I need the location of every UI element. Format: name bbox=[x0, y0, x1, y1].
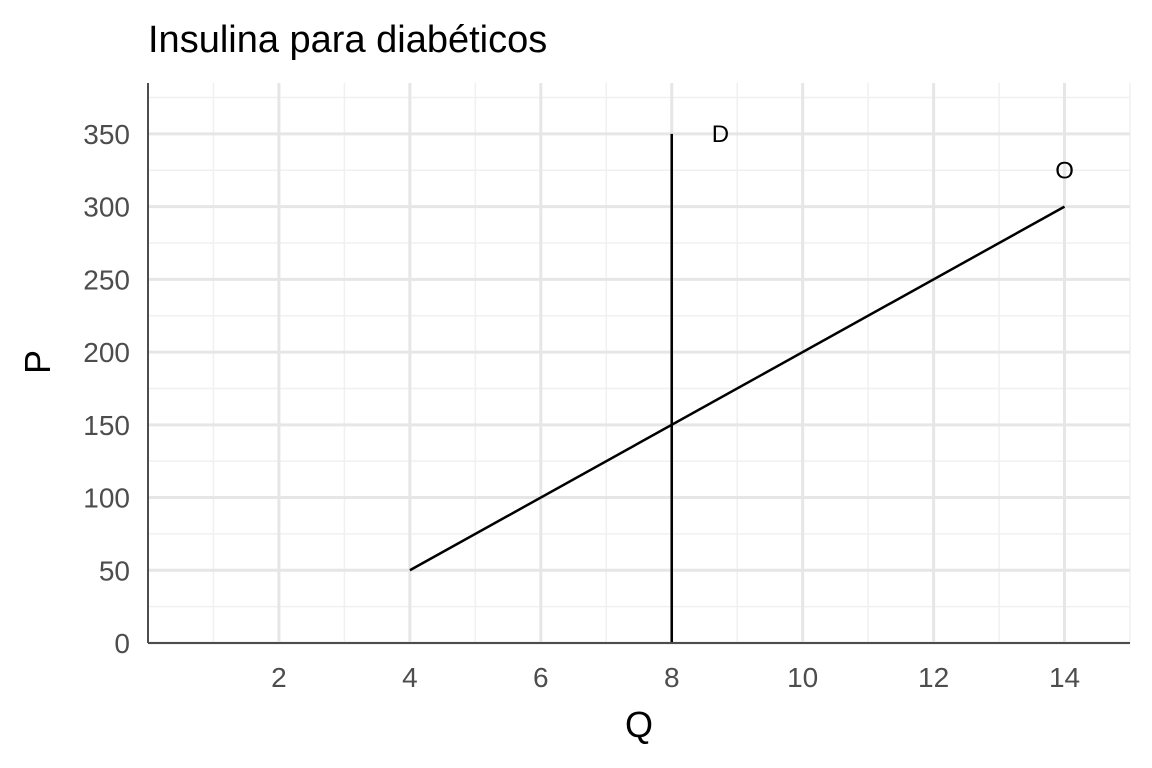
series-line-o bbox=[409, 205, 1066, 572]
y-tick-label: 50 bbox=[99, 555, 130, 586]
y-tick-label: 250 bbox=[83, 264, 130, 295]
series-labels: DO bbox=[712, 121, 1074, 185]
y-tick-label: 200 bbox=[83, 337, 130, 368]
x-tick-label: 2 bbox=[271, 662, 287, 693]
series-label-o: O bbox=[1055, 158, 1074, 185]
x-axis-title: Q bbox=[625, 704, 653, 745]
x-tick-label: 14 bbox=[1049, 662, 1080, 693]
y-tick-label: 150 bbox=[83, 410, 130, 441]
x-tick-label: 12 bbox=[918, 662, 949, 693]
y-tick-labels: 0 50 100 150 200 250 300 350 bbox=[83, 119, 130, 659]
x-tick-labels: 2 4 6 8 10 12 14 bbox=[271, 662, 1080, 693]
x-tick-label: 6 bbox=[533, 662, 549, 693]
x-tick-label: 4 bbox=[402, 662, 418, 693]
y-axis-title: P bbox=[17, 350, 58, 374]
y-tick-label: 300 bbox=[83, 192, 130, 223]
grid bbox=[148, 83, 1131, 645]
series-label-d: D bbox=[712, 121, 729, 148]
series-layer bbox=[409, 133, 1066, 643]
chart-title: Insulina para diabéticos bbox=[148, 19, 547, 61]
x-tick-label: 8 bbox=[664, 662, 680, 693]
y-tick-label: 100 bbox=[83, 483, 130, 514]
y-tick-label: 0 bbox=[114, 628, 130, 659]
y-tick-label: 350 bbox=[83, 119, 130, 150]
x-tick-label: 10 bbox=[787, 662, 818, 693]
